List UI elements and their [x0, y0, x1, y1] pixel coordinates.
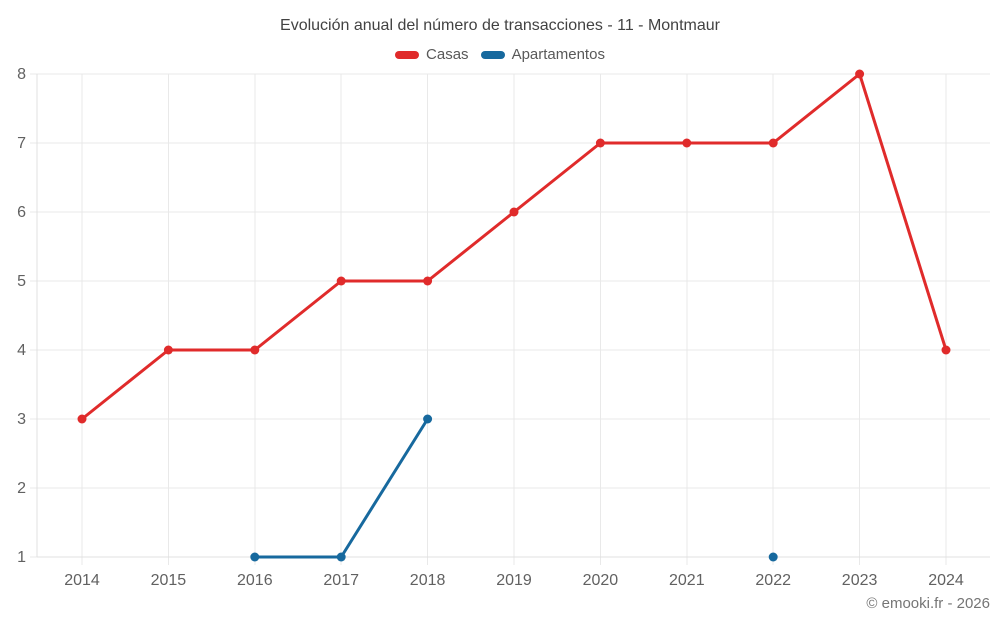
chart-legend: Casas Apartamentos	[0, 46, 1000, 63]
data-point-apartamentos[interactable]	[423, 414, 433, 424]
copyright-text: © emooki.fr - 2026	[866, 595, 990, 612]
data-point-apartamentos[interactable]	[336, 552, 346, 562]
x-tick-label: 2019	[496, 572, 532, 589]
data-point-casas[interactable]	[595, 138, 605, 148]
data-point-casas[interactable]	[250, 345, 260, 355]
x-tick-label: 2020	[583, 572, 619, 589]
data-point-casas[interactable]	[682, 138, 692, 148]
data-point-apartamentos[interactable]	[250, 552, 260, 562]
legend-item-apartamentos[interactable]: Apartamentos	[480, 46, 605, 63]
x-tick-label: 2023	[842, 572, 878, 589]
data-point-casas[interactable]	[855, 69, 865, 79]
y-tick-label: 4	[17, 342, 26, 359]
y-tick-label: 6	[17, 204, 26, 221]
legend-item-casas[interactable]: Casas	[395, 46, 469, 63]
legend-swatch-casas	[395, 50, 420, 59]
data-point-casas[interactable]	[77, 414, 87, 424]
y-tick-label: 8	[17, 66, 26, 83]
x-tick-label: 2017	[323, 572, 359, 589]
x-tick-label: 2014	[64, 572, 100, 589]
y-tick-label: 3	[17, 411, 26, 428]
legend-label-casas: Casas	[426, 46, 469, 63]
x-tick-label: 2024	[928, 572, 964, 589]
data-point-casas[interactable]	[423, 276, 433, 286]
chart-title: Evolución anual del número de transaccio…	[280, 17, 720, 34]
y-tick-label: 2	[17, 480, 26, 497]
data-point-casas[interactable]	[163, 345, 173, 355]
legend-swatch-apartamentos	[480, 50, 505, 59]
y-tick-label: 1	[17, 549, 26, 566]
y-tick-label: 7	[17, 135, 26, 152]
x-tick-label: 2015	[151, 572, 187, 589]
x-tick-label: 2021	[669, 572, 705, 589]
legend-label-apartamentos: Apartamentos	[511, 46, 605, 63]
x-tick-label: 2018	[410, 572, 446, 589]
data-point-casas[interactable]	[941, 345, 951, 355]
data-point-casas[interactable]	[768, 138, 778, 148]
x-tick-label: 2022	[755, 572, 791, 589]
y-tick-label: 5	[17, 273, 26, 290]
x-tick-label: 2016	[237, 572, 273, 589]
data-point-apartamentos[interactable]	[768, 552, 778, 562]
data-point-casas[interactable]	[509, 207, 519, 217]
data-point-casas[interactable]	[336, 276, 346, 286]
